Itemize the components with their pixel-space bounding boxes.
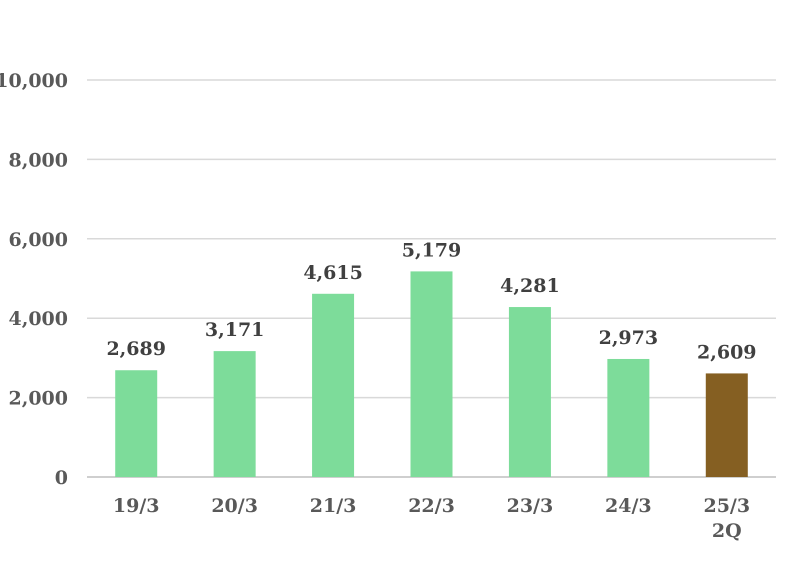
y-tick-label: 0 — [55, 467, 68, 489]
bar — [312, 293, 355, 477]
data-labels: 2,689 3,171 4,615 5,179 4,281 2,973 2,609 — [106, 239, 756, 363]
data-label: 2,973 — [599, 327, 659, 349]
data-label: 2,609 — [697, 341, 757, 363]
data-label: 3,171 — [205, 319, 265, 341]
x-category-label: 22/3 — [408, 495, 455, 517]
bar — [607, 358, 650, 477]
x-category-label: 25/3 — [703, 495, 750, 517]
bar — [213, 351, 256, 477]
data-label: 4,281 — [500, 275, 560, 297]
y-tick-label: 10,000 — [0, 70, 68, 92]
x-category-label: 2Q — [712, 520, 742, 542]
x-category-label: 24/3 — [605, 495, 652, 517]
x-category-label: 20/3 — [211, 495, 258, 517]
y-axis-tick-labels: 0 2,000 4,000 6,000 8,000 10,000 — [0, 70, 68, 489]
bar — [115, 370, 158, 477]
bars — [115, 271, 748, 477]
y-tick-label: 2,000 — [9, 388, 69, 410]
bar — [508, 307, 551, 477]
x-category-label: 21/3 — [310, 495, 357, 517]
data-label: 4,615 — [303, 262, 363, 284]
y-tick-label: 8,000 — [9, 149, 69, 171]
data-label: 2,689 — [106, 338, 166, 360]
bar — [705, 373, 748, 477]
x-category-label: 19/3 — [113, 495, 160, 517]
data-label: 5,179 — [402, 239, 462, 261]
y-tick-label: 4,000 — [9, 308, 69, 330]
y-tick-label: 6,000 — [9, 229, 69, 251]
x-axis-category-labels: 19/3 20/3 21/3 22/3 23/3 24/3 25/3 2Q — [113, 495, 750, 542]
x-category-label: 23/3 — [507, 495, 554, 517]
bar — [410, 271, 453, 477]
